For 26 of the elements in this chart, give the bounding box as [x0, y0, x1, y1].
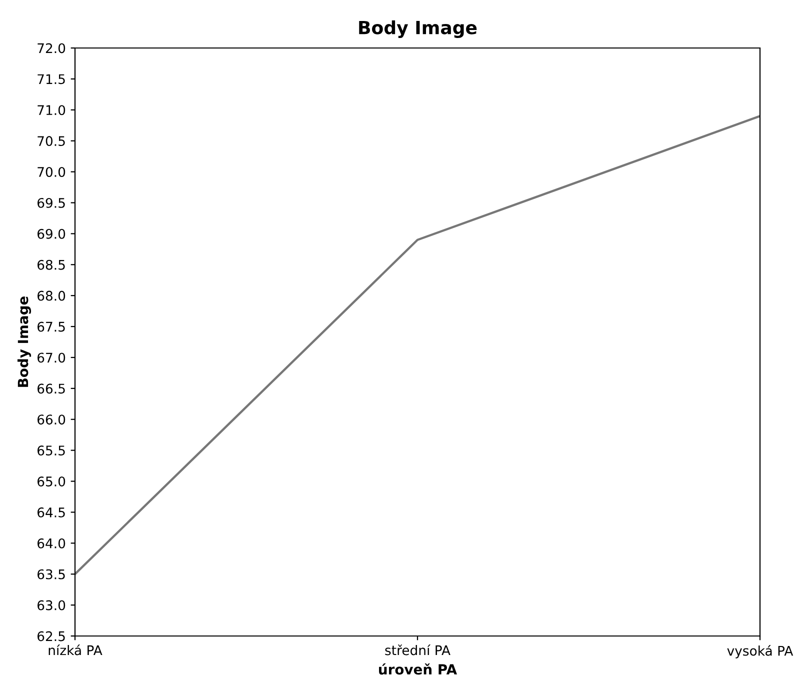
y-tick-label: 71.5 [38, 74, 65, 84]
y-tick-label: 65.0 [38, 476, 66, 486]
y-tick-label: 63.5 [38, 569, 65, 580]
y-tick-label: 66.0 [38, 414, 66, 425]
x-tick-label: nízká PA [48, 644, 102, 656]
chart-title: Body Image [359, 20, 477, 38]
y-tick-label: 62.5 [38, 631, 65, 642]
y-tick-label: 70.5 [38, 136, 65, 146]
y-tick-label: 67.0 [38, 352, 66, 363]
y-tick-label: 71.0 [38, 105, 66, 116]
y-tick-label: 64.5 [38, 507, 65, 518]
y-tick-label: 68.0 [38, 290, 66, 301]
x-tick-label: střední PA [385, 644, 450, 656]
y-tick-label: 64.0 [38, 538, 66, 548]
x-tick-label: vysoká PA [727, 645, 794, 658]
y-tick-label: 72.0 [38, 43, 66, 54]
y-tick-label: 66.5 [38, 384, 65, 394]
x-axis-title: úroveň PA [379, 663, 457, 675]
y-tick-label: 65.5 [38, 446, 65, 456]
y-axis-title: Body Image [17, 296, 32, 387]
y-tick-label: 69.0 [38, 228, 66, 239]
y-tick-label: 67.5 [38, 322, 65, 332]
y-tick-label: 69.5 [38, 198, 65, 208]
y-tick-label: 63.0 [38, 600, 66, 610]
y-tick-label: 68.5 [38, 260, 65, 270]
y-tick-label: 70.0 [38, 167, 66, 177]
